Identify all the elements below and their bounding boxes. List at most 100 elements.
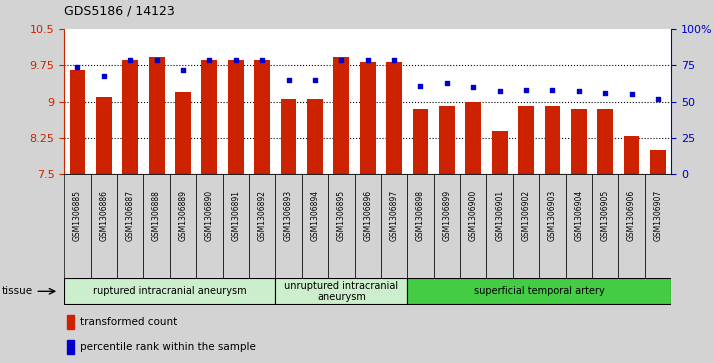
Point: [309, 77, 321, 83]
Text: GSM1306907: GSM1306907: [653, 190, 663, 241]
Text: GSM1306903: GSM1306903: [548, 190, 557, 241]
FancyBboxPatch shape: [276, 278, 407, 304]
Bar: [518, 106, 534, 174]
Text: percentile rank within the sample: percentile rank within the sample: [80, 342, 256, 352]
Bar: [144, 174, 170, 278]
Point: [203, 57, 215, 62]
Text: GSM1306889: GSM1306889: [178, 190, 188, 241]
Point: [626, 91, 638, 97]
Bar: [228, 61, 243, 174]
Text: GSM1306886: GSM1306886: [99, 190, 109, 241]
Bar: [598, 109, 613, 174]
Point: [256, 57, 268, 62]
Bar: [386, 62, 402, 174]
Bar: [360, 62, 376, 174]
Point: [468, 84, 479, 90]
Text: GDS5186 / 14123: GDS5186 / 14123: [64, 4, 175, 17]
Point: [600, 90, 611, 96]
Text: GSM1306906: GSM1306906: [627, 190, 636, 241]
Point: [573, 89, 585, 94]
Point: [494, 89, 506, 94]
Text: transformed count: transformed count: [80, 317, 177, 327]
FancyBboxPatch shape: [64, 278, 276, 304]
Bar: [67, 340, 74, 354]
Bar: [69, 70, 86, 174]
Point: [653, 96, 664, 102]
Bar: [486, 174, 513, 278]
Point: [71, 64, 83, 70]
Point: [441, 80, 453, 86]
Text: unruptured intracranial
aneurysm: unruptured intracranial aneurysm: [284, 281, 398, 302]
Bar: [433, 174, 460, 278]
Text: GSM1306904: GSM1306904: [574, 190, 583, 241]
Text: GSM1306893: GSM1306893: [284, 190, 293, 241]
Point: [521, 87, 532, 93]
Bar: [249, 174, 276, 278]
Bar: [623, 136, 640, 174]
Bar: [201, 61, 217, 174]
Bar: [281, 99, 296, 174]
Text: GSM1306902: GSM1306902: [521, 190, 531, 241]
Text: GSM1306888: GSM1306888: [152, 190, 161, 241]
Bar: [328, 174, 355, 278]
Bar: [545, 106, 560, 174]
Text: GSM1306891: GSM1306891: [231, 190, 241, 241]
Bar: [64, 174, 91, 278]
Text: ruptured intracranial aneurysm: ruptured intracranial aneurysm: [93, 286, 246, 296]
Text: GSM1306892: GSM1306892: [258, 190, 266, 241]
Text: GSM1306894: GSM1306894: [311, 190, 319, 241]
Point: [336, 57, 347, 62]
Bar: [466, 102, 481, 174]
FancyBboxPatch shape: [407, 278, 671, 304]
Point: [283, 77, 294, 83]
Bar: [355, 174, 381, 278]
Bar: [381, 174, 407, 278]
Text: GSM1306898: GSM1306898: [416, 190, 425, 241]
Bar: [460, 174, 486, 278]
Point: [177, 67, 188, 73]
Point: [415, 83, 426, 89]
Point: [362, 57, 373, 62]
Bar: [571, 109, 587, 174]
Bar: [170, 174, 196, 278]
Bar: [650, 150, 666, 174]
Point: [388, 57, 400, 62]
Point: [547, 87, 558, 93]
Bar: [618, 174, 645, 278]
Bar: [539, 174, 565, 278]
Text: GSM1306890: GSM1306890: [205, 190, 214, 241]
Bar: [96, 97, 112, 174]
Text: GSM1306905: GSM1306905: [600, 190, 610, 241]
Bar: [333, 57, 349, 174]
Text: GSM1306899: GSM1306899: [443, 190, 451, 241]
Point: [98, 73, 109, 78]
Text: superficial temporal artery: superficial temporal artery: [474, 286, 605, 296]
Text: GSM1306895: GSM1306895: [337, 190, 346, 241]
Bar: [439, 106, 455, 174]
Bar: [175, 92, 191, 174]
Bar: [254, 60, 270, 174]
Point: [124, 57, 136, 62]
Bar: [407, 174, 433, 278]
Bar: [67, 315, 74, 329]
Text: tissue: tissue: [1, 286, 32, 296]
Bar: [117, 174, 144, 278]
Bar: [122, 60, 138, 174]
Text: GSM1306887: GSM1306887: [126, 190, 135, 241]
Point: [230, 57, 241, 62]
Text: GSM1306885: GSM1306885: [73, 190, 82, 241]
Text: GSM1306896: GSM1306896: [363, 190, 372, 241]
Bar: [91, 174, 117, 278]
Bar: [223, 174, 249, 278]
Bar: [592, 174, 618, 278]
Bar: [149, 57, 164, 174]
Bar: [196, 174, 223, 278]
Text: GSM1306897: GSM1306897: [390, 190, 398, 241]
Bar: [645, 174, 671, 278]
Bar: [276, 174, 302, 278]
Text: GSM1306900: GSM1306900: [469, 190, 478, 241]
Bar: [413, 109, 428, 174]
Bar: [307, 99, 323, 174]
Bar: [565, 174, 592, 278]
Bar: [513, 174, 539, 278]
